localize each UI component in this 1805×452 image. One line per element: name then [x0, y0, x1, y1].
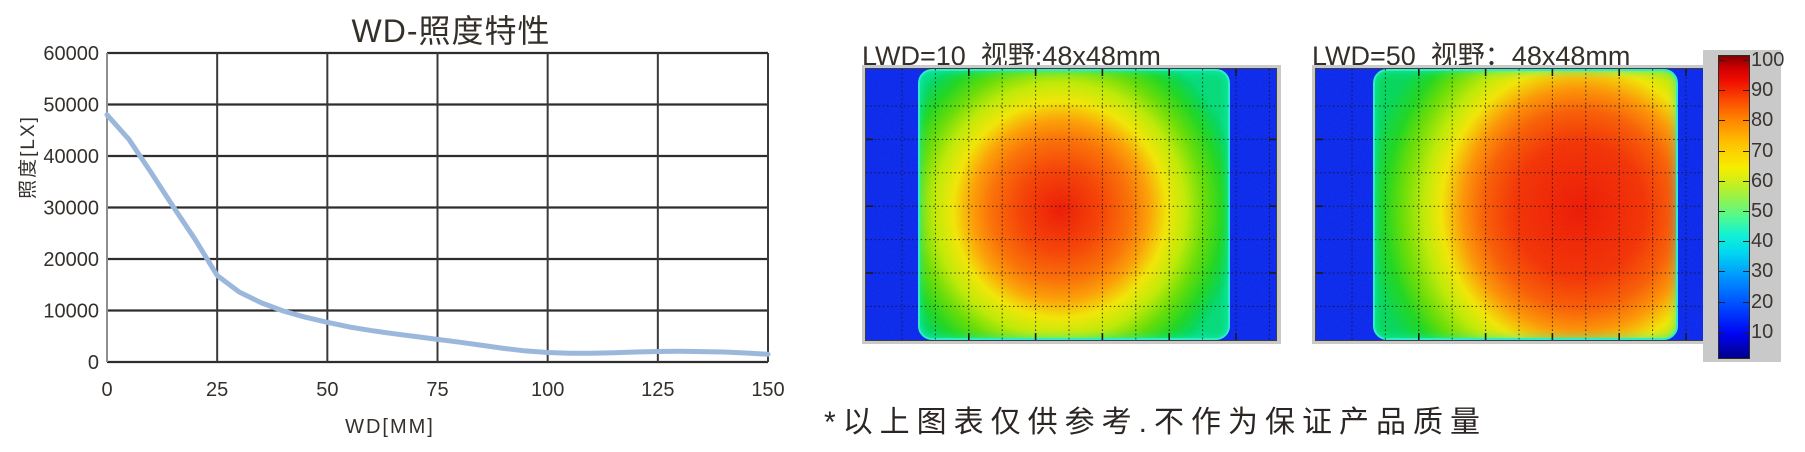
colorbar-tick-label: 70: [1751, 139, 1774, 162]
colorbar-tick-mark: [1719, 150, 1725, 152]
heatmap-lwd50-title: LWD=50 视野：48x48mm: [1312, 41, 1631, 71]
svg-text:60000: 60000: [43, 43, 99, 65]
heatmap-grid: [1316, 69, 1726, 340]
illuminated-field: [1373, 69, 1678, 340]
heatmap-lwd50-frame: [1312, 65, 1731, 344]
colorbar-tick-mark: [1719, 211, 1725, 213]
colorbar-tick-mark: [1719, 120, 1725, 122]
colorbar-tick-mark: [1719, 60, 1725, 62]
heatmap-lwd50-plot: [1315, 68, 1727, 341]
svg-text:150: 150: [751, 379, 784, 401]
colorbar-tick-label: 90: [1751, 79, 1774, 102]
heatmap-lwd10-plot: [865, 68, 1277, 341]
colorbar-tick-label: 80: [1751, 109, 1774, 132]
svg-text:10000: 10000: [43, 301, 99, 323]
colorbar-tick-mark: [1719, 241, 1725, 243]
heatmap-lwd10: LWD=10 视野:48x48mm: [862, 34, 1282, 344]
svg-text:20000: 20000: [43, 249, 99, 271]
svg-text:0: 0: [101, 379, 112, 401]
colorbar-tick-mark: [1719, 271, 1725, 273]
colorbar-tick-label: 50: [1751, 200, 1774, 223]
colorbar-tick-mark: [1743, 60, 1749, 62]
svg-text:30000: 30000: [43, 198, 99, 220]
colorbar: 100 90 80 70 60 50 40 30 20 10: [1703, 49, 1784, 362]
svg-text:50: 50: [316, 379, 338, 401]
svg-text:40000: 40000: [43, 146, 99, 168]
colorbar-tick-mark: [1743, 180, 1749, 182]
colorbar-tick-label: 60: [1751, 169, 1774, 192]
colorbar-tick-label: 100: [1751, 49, 1785, 72]
svg-text:100: 100: [531, 379, 564, 401]
heatmap-lwd10-frame: [862, 65, 1281, 344]
colorbar-tick-mark: [1719, 301, 1725, 303]
colorbar-tick-mark: [1743, 301, 1749, 303]
colorbar-tick-mark: [1743, 331, 1749, 333]
heatmap-grid: [866, 69, 1276, 340]
colorbar-tick-mark: [1743, 211, 1749, 213]
illuminated-field: [918, 69, 1231, 340]
colorbar-tick-mark: [1743, 120, 1749, 122]
svg-text:50000: 50000: [43, 95, 99, 117]
svg-text:125: 125: [641, 379, 674, 401]
colorbar-tick-label: 40: [1751, 230, 1774, 253]
colorbar-tick-mark: [1743, 150, 1749, 152]
heatmap-lwd10-title: LWD=10 视野:48x48mm: [862, 41, 1161, 71]
x-axis-label: WD[MM]: [345, 416, 435, 438]
colorbar-tick-mark: [1743, 271, 1749, 273]
heatmap-lwd50: LWD=50 视野：48x48mm: [1312, 34, 1732, 344]
svg-text:75: 75: [426, 379, 448, 401]
svg-text:0: 0: [88, 352, 99, 374]
wd-illuminance-line-chart: WD-照度特性 照度[LX] 0 10000 20000 30000 40000 5000…: [0, 0, 800, 452]
svg-text:25: 25: [206, 379, 228, 401]
colorbar-tick-mark: [1743, 90, 1749, 92]
colorbar-tick-mark: [1719, 180, 1725, 182]
colorbar-gradient: [1718, 55, 1750, 359]
colorbar-tick-label: 20: [1751, 290, 1774, 313]
line-plot-svg: 0 10000 20000 30000 40000 50000 60000 0 25 50 75 10…: [43, 43, 784, 401]
colorbar-tick-mark: [1743, 241, 1749, 243]
colorbar-tick-label: 10: [1751, 320, 1774, 343]
colorbar-tick-mark: [1719, 90, 1725, 92]
colorbar-tick-label: 30: [1751, 260, 1774, 283]
colorbar-tick-mark: [1719, 331, 1725, 333]
disclaimer-footnote: *以上图表仅供参考.不作为保证产品质量: [824, 406, 1488, 439]
chart-title: WD-照度特性: [351, 13, 551, 49]
